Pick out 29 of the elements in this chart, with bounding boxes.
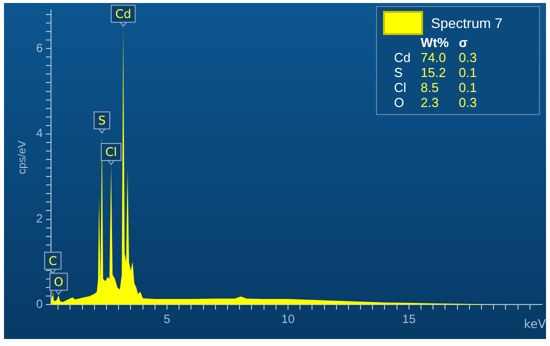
annotation: Cd — [115, 6, 132, 21]
annotation: Cl — [393, 80, 408, 95]
annotation: 15.2 — [420, 65, 447, 80]
annotation: 0.1 — [458, 80, 478, 95]
y-tick-label: 0 — [36, 296, 44, 311]
annotation: S — [393, 65, 404, 80]
annotation: S — [98, 114, 106, 128]
annotation: 8.5 — [420, 80, 440, 95]
y-tick-label: 6 — [36, 40, 44, 55]
y-tick-label: 4 — [36, 126, 44, 140]
legend-label: Spectrum 7 — [431, 15, 503, 31]
x-axis-title: keV — [524, 317, 547, 332]
x-tick-label: 10 — [281, 312, 295, 326]
annotation: Cd — [393, 50, 412, 65]
annotation: 0.1 — [458, 65, 478, 80]
annotation: Cl — [105, 145, 117, 160]
annotation: 2.3 — [420, 95, 440, 110]
y-axis-title: cps/eV — [16, 140, 29, 174]
x-tick-label: 5 — [164, 312, 171, 326]
annotation: σ — [458, 35, 469, 50]
annotation: Wt% — [420, 35, 450, 50]
x-tick-label: 15 — [402, 312, 416, 326]
annotation: 0.3 — [458, 95, 478, 110]
annotation: 74.0 — [420, 50, 447, 65]
annotation: O — [54, 274, 64, 289]
annotation: 0.3 — [458, 50, 478, 65]
annotation: O — [393, 95, 406, 110]
annotation: C — [48, 254, 58, 268]
y-tick-label: 2 — [36, 212, 44, 226]
